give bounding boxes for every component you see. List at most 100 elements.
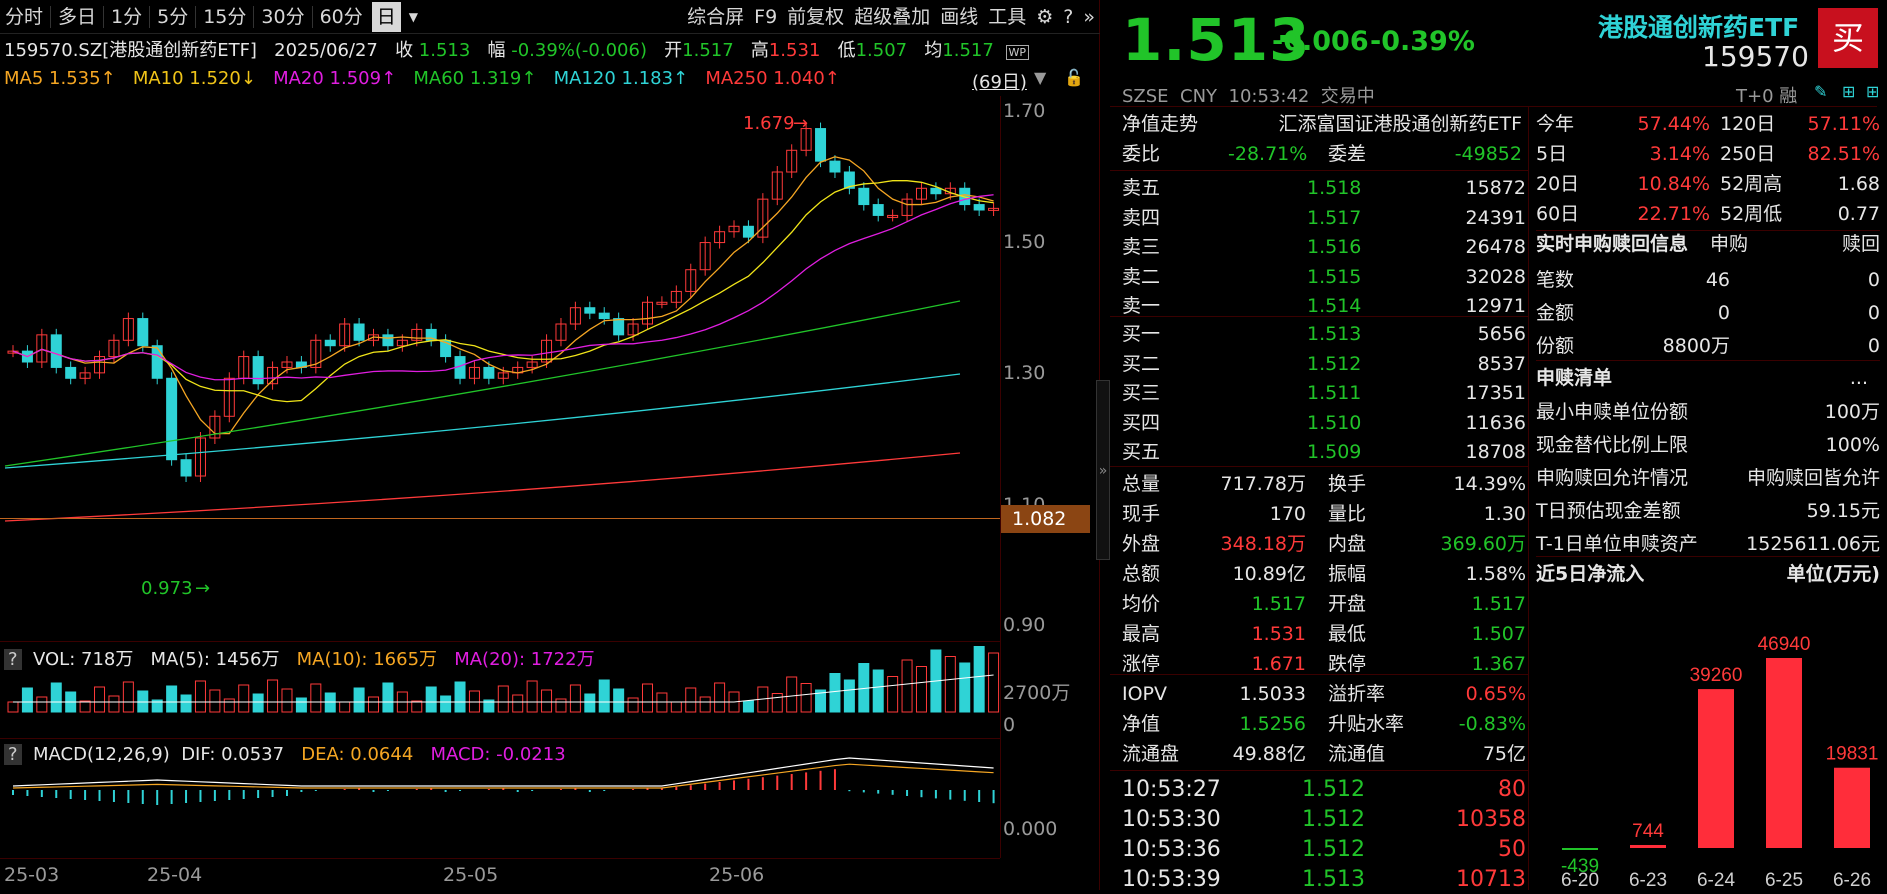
help-icon[interactable]: ?	[4, 744, 22, 765]
ask-price: 1.515	[1307, 265, 1362, 288]
candle-body	[656, 301, 668, 305]
open-value: 1.517	[682, 40, 734, 61]
tab-zonghe[interactable]: 综合屏	[687, 5, 745, 28]
tick-row: 10:53:39 1.513 10713	[1122, 866, 1526, 894]
volume-bar	[36, 696, 48, 713]
stat-label: 总额	[1122, 563, 1161, 585]
vol-ma10: MA(10): 1665万	[296, 649, 438, 670]
stat-value: 1.5033	[1239, 683, 1306, 705]
tab-15min[interactable]: 15分	[203, 5, 247, 28]
volume-bar	[166, 685, 178, 713]
help-icon[interactable]: ?	[1063, 5, 1074, 28]
help-icon[interactable]: ?	[4, 649, 22, 670]
tab-tools[interactable]: 工具	[988, 5, 1027, 28]
expand-icon[interactable]: ⊞	[1866, 82, 1880, 101]
x-axis-label: 25-05	[443, 864, 499, 886]
candle-body	[223, 377, 235, 417]
inflow-bar	[1834, 767, 1870, 848]
perf-label: 120日	[1720, 113, 1776, 135]
volume-bar	[598, 679, 610, 713]
stat-value: 170	[1269, 503, 1306, 525]
tab-5min[interactable]: 5分	[157, 5, 189, 28]
bid-label: 买五	[1122, 441, 1161, 463]
candle-body	[872, 204, 884, 216]
volume-bar	[829, 673, 841, 713]
redeem-row: 金额 0 0	[1536, 299, 1880, 327]
more-icon[interactable]: ...	[1849, 367, 1868, 389]
axis-divider	[1000, 96, 1001, 858]
bid-label: 买四	[1122, 411, 1161, 434]
inflow-category: 6-25	[1765, 870, 1803, 890]
volume-bar	[223, 698, 235, 713]
stat-label: 内盘	[1328, 533, 1367, 555]
perf-value: 82.51%	[1807, 143, 1880, 165]
redeem-label: 笔数	[1536, 269, 1575, 291]
ma5-line	[12, 156, 994, 435]
avg-label: 均	[924, 40, 943, 61]
price-axis-label: 1.50	[1003, 231, 1046, 253]
dea-line	[12, 763, 994, 789]
collapse-icon[interactable]: »	[1083, 5, 1095, 28]
caret-down-icon[interactable]: ▼	[1034, 68, 1047, 87]
wp-icon[interactable]: WP	[1005, 45, 1030, 60]
candle-body	[267, 366, 279, 385]
price-change: -0.006	[1272, 26, 1369, 57]
volume-bar	[353, 687, 365, 713]
lock-icon[interactable]: 🔓	[1064, 68, 1084, 87]
buy-button[interactable]: 买	[1818, 8, 1878, 68]
tab-overlay[interactable]: 超级叠加	[854, 5, 931, 28]
add-icon[interactable]: ⊞	[1842, 82, 1856, 101]
ask-row: 卖五 1.518 15872	[1122, 174, 1526, 202]
exchange: SZSE	[1122, 86, 1169, 107]
vol-axis-top: 2700万	[1003, 682, 1071, 704]
list-row: 现金替代比例上限 100%	[1536, 431, 1880, 459]
nav-row[interactable]: 净值走势 汇添富国证港股通创新药ETF	[1122, 110, 1522, 138]
volume-bar	[50, 682, 62, 713]
tab-30min[interactable]: 30分	[261, 5, 305, 28]
tick-time: 10:53:39	[1122, 867, 1221, 892]
volume-bar	[800, 683, 812, 713]
stat-value: 49.88亿	[1232, 743, 1306, 765]
period-count[interactable]: (69日)	[972, 72, 1027, 93]
collapse-handle[interactable]: »	[1096, 380, 1110, 560]
divider	[0, 738, 1000, 739]
edit-icon[interactable]: ✎	[1814, 82, 1828, 101]
candle-body	[555, 323, 567, 341]
separator	[149, 5, 151, 28]
redeem-label: 金额	[1536, 302, 1575, 324]
tab-duori[interactable]: 多日	[58, 5, 97, 28]
stat-label: 净值	[1122, 713, 1161, 735]
volume-bar	[699, 696, 711, 713]
stat-row: 流通盘 49.88亿 流通值 75亿	[1122, 740, 1526, 768]
tick-volume: 80	[1498, 777, 1526, 802]
tab-fenshi[interactable]: 分时	[5, 5, 44, 28]
ma10-line	[12, 180, 994, 403]
candle-body	[252, 356, 264, 385]
tab-1min[interactable]: 1分	[111, 5, 143, 28]
volume-bar	[483, 699, 495, 713]
candle-body	[786, 149, 798, 173]
tab-qianfuquan[interactable]: 前复权	[787, 5, 845, 28]
high-value: 1.531	[768, 40, 821, 61]
gear-icon[interactable]: ⚙	[1036, 5, 1054, 28]
list-value: 100万	[1824, 401, 1880, 423]
volume-bar	[988, 652, 1000, 713]
tab-daily[interactable]: 日	[371, 1, 401, 32]
tab-draw[interactable]: 画线	[940, 5, 979, 28]
candle-body	[728, 225, 740, 233]
volume-bar	[94, 686, 106, 713]
volume-bar	[541, 689, 553, 713]
tab-f9[interactable]: F9	[754, 5, 778, 28]
tick-price: 1.512	[1302, 807, 1365, 832]
low-label: 低	[837, 40, 856, 61]
candle-body	[598, 312, 610, 320]
volume-bar	[584, 693, 596, 713]
high-arrow: →	[793, 113, 809, 134]
chevron-down-icon[interactable]: ▼	[408, 9, 419, 24]
bid-volume: 18708	[1465, 441, 1526, 463]
volume-bar	[685, 687, 697, 713]
stat-label: 流通盘	[1122, 743, 1180, 765]
tab-60min[interactable]: 60分	[319, 5, 363, 28]
weicha-value: -49852	[1454, 143, 1522, 165]
